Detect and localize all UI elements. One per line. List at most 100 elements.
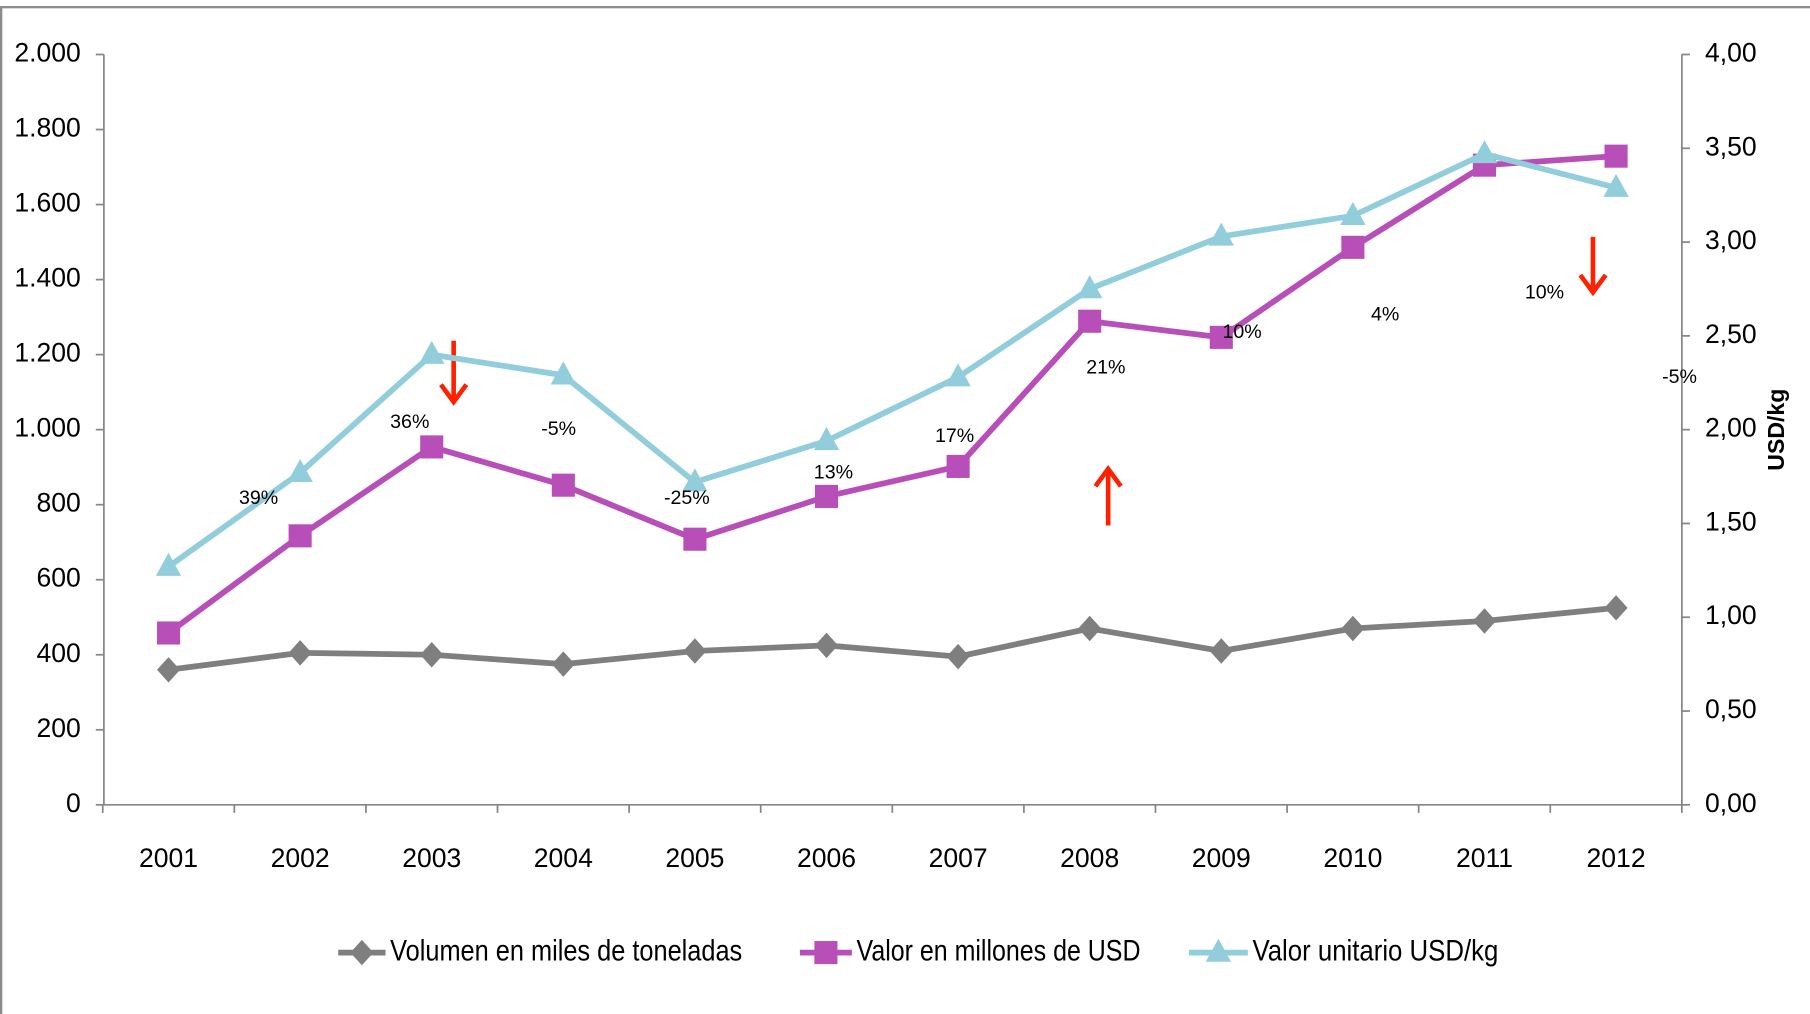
x-tick-label: 2001	[139, 843, 198, 873]
y2-axis-label: USD/kg	[1763, 389, 1789, 471]
marker	[814, 632, 839, 659]
marker	[1604, 595, 1628, 621]
legend-label: Volumen en miles de toneladas	[390, 934, 742, 967]
x-tick-label: 2006	[797, 843, 856, 873]
marker	[1340, 201, 1366, 226]
marker	[551, 473, 575, 497]
legend-item: Volumen en miles de toneladas	[338, 934, 742, 967]
marker	[156, 657, 181, 683]
x-tick-label: 2005	[665, 843, 724, 873]
marker	[945, 363, 971, 387]
arrow-down	[439, 340, 469, 406]
legend-item: Valor en millones de USD	[799, 934, 1141, 967]
y2-tick-label: 0,00	[1705, 788, 1757, 818]
marker	[813, 427, 840, 451]
marker	[156, 621, 181, 645]
x-tick-label: 2010	[1323, 843, 1382, 873]
y2-tick-label: 2,00	[1705, 413, 1757, 443]
x-tick-label: 2002	[271, 843, 330, 873]
marker	[946, 454, 970, 478]
series-line	[168, 604, 1617, 673]
annotation: 39%	[239, 487, 278, 509]
y-tick-label: 1.000	[14, 413, 80, 443]
marker	[1078, 309, 1102, 333]
marker	[288, 524, 312, 548]
legend-item: Valor unitario USD/kg	[1188, 934, 1498, 967]
x-tick-label: 2004	[534, 843, 593, 873]
marker	[1078, 615, 1102, 642]
marker	[420, 642, 444, 668]
y-tick-label: 1.600	[14, 188, 80, 218]
series-line	[166, 153, 1617, 636]
marker	[682, 468, 708, 492]
series	[156, 144, 1628, 645]
marker	[550, 361, 577, 385]
marker	[1341, 615, 1365, 642]
x-tick-label: 2012	[1587, 843, 1646, 873]
y-tick-label: 600	[37, 563, 81, 593]
x-tick-label: 2003	[402, 843, 461, 873]
x-tick-label: 2011	[1456, 843, 1513, 873]
marker	[287, 458, 313, 483]
series-line	[166, 151, 1617, 569]
annotation: 36%	[390, 411, 429, 433]
marker	[1208, 222, 1234, 246]
marker	[419, 340, 445, 364]
y-tick-label: 400	[37, 638, 81, 668]
marker	[1471, 140, 1498, 164]
marker	[683, 638, 707, 664]
x-tick-label: 2009	[1192, 843, 1251, 873]
x-tick-label: 2007	[929, 843, 988, 873]
marker	[1205, 938, 1232, 962]
annotation: 10%	[1525, 282, 1564, 304]
annotation: 13%	[814, 462, 853, 484]
y2-tick-label: 0,50	[1705, 694, 1757, 724]
annotation: 10%	[1222, 321, 1261, 343]
legend-label: Valor en millones de USD	[857, 934, 1141, 967]
y-tick-label: 200	[37, 713, 81, 743]
y2-tick-label: 4,00	[1705, 38, 1757, 68]
marker	[155, 552, 182, 576]
y-tick-label: 0	[66, 788, 81, 818]
annotation: -25%	[664, 487, 710, 509]
marker	[1341, 235, 1365, 259]
annotation: 4%	[1371, 304, 1399, 326]
y-tick-label: 1.200	[14, 338, 80, 368]
chart-frame	[0, 6, 1810, 1014]
marker	[1209, 325, 1233, 349]
marker	[551, 651, 575, 677]
legend-label: Valor unitario USD/kg	[1252, 934, 1498, 967]
x-tick-label: 2008	[1060, 843, 1119, 873]
marker	[1472, 608, 1497, 634]
arrows	[439, 236, 1608, 526]
marker	[683, 527, 707, 551]
y2-tick-label: 2,50	[1705, 319, 1757, 349]
series	[155, 140, 1629, 576]
marker	[1604, 144, 1628, 168]
series	[156, 595, 1628, 683]
annotation: 17%	[935, 425, 974, 447]
y2-tick-label: 3,50	[1705, 131, 1757, 161]
y-tick-label: 1.400	[14, 263, 80, 293]
marker	[814, 941, 838, 965]
annotation: -5%	[1662, 366, 1697, 388]
marker	[1209, 638, 1233, 664]
marker	[350, 939, 374, 966]
arrow-down	[1578, 236, 1608, 297]
y2-tick-label: 1,50	[1705, 506, 1757, 536]
arrow-up	[1093, 465, 1123, 526]
y-tick-label: 800	[37, 488, 81, 518]
y2-tick-label: 3,00	[1705, 225, 1757, 255]
y-tick-label: 2.000	[14, 38, 80, 68]
marker	[1603, 173, 1629, 197]
marker	[1076, 275, 1103, 299]
y2-tick-label: 1,00	[1705, 600, 1757, 630]
annotation: 21%	[1086, 357, 1125, 379]
marker	[946, 643, 970, 670]
marker	[420, 435, 444, 459]
y-tick-label: 1.800	[14, 113, 80, 143]
marker	[288, 640, 312, 666]
annotation: -5%	[541, 418, 576, 440]
marker	[814, 484, 839, 508]
